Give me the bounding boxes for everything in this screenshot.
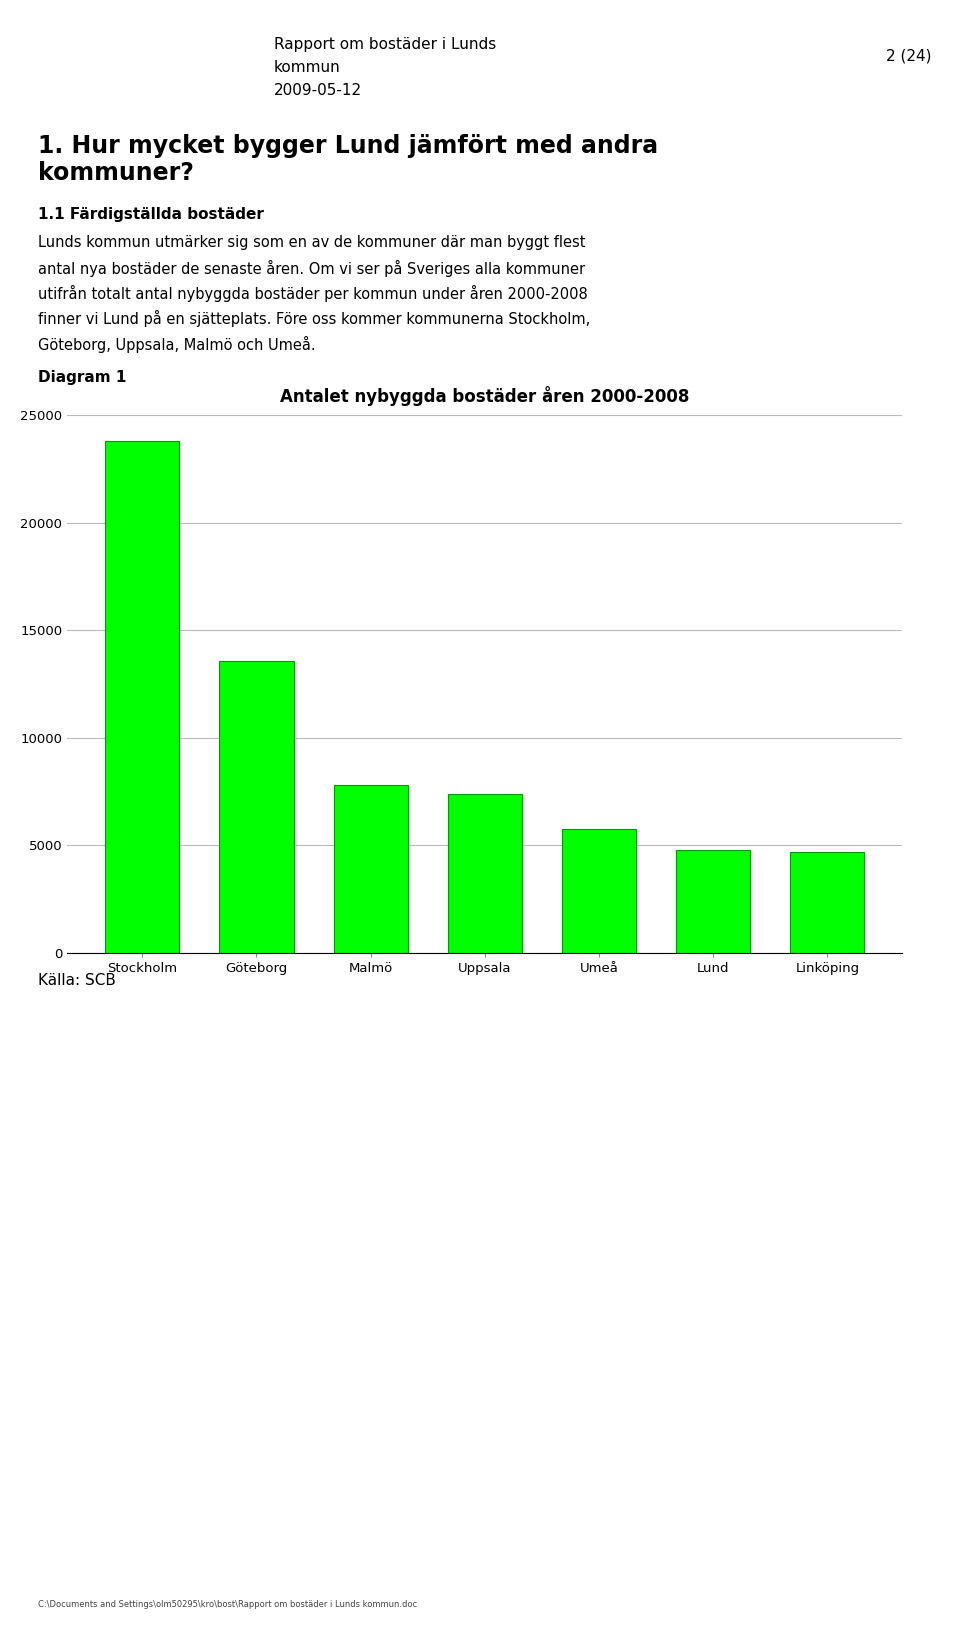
- Text: Rapport om bostäder i Lunds: Rapport om bostäder i Lunds: [274, 37, 496, 52]
- Text: Källa: SCB: Källa: SCB: [38, 973, 116, 987]
- Text: C:\Documents and Settings\olm50295\kro\bost\Rapport om bostäder i Lunds kommun.d: C:\Documents and Settings\olm50295\kro\b…: [38, 1600, 418, 1609]
- Bar: [676, 850, 751, 953]
- Text: 2009-05-12: 2009-05-12: [274, 83, 362, 98]
- Text: kommun: kommun: [274, 60, 341, 75]
- Text: Diagram 1: Diagram 1: [38, 370, 127, 384]
- Text: 1.1 Färdigställda bostäder: 1.1 Färdigställda bostäder: [38, 207, 264, 222]
- Text: 1. Hur mycket bygger Lund jämfört med andra: 1. Hur mycket bygger Lund jämfört med an…: [38, 134, 659, 158]
- Text: kommuner?: kommuner?: [38, 161, 194, 186]
- Bar: [106, 441, 180, 953]
- Title: Antalet nybyggda bostäder åren 2000-2008: Antalet nybyggda bostäder åren 2000-2008: [280, 386, 689, 406]
- Bar: [790, 852, 864, 953]
- Bar: [447, 793, 522, 953]
- Bar: [562, 829, 636, 953]
- Bar: [219, 660, 294, 953]
- Text: Göteborg, Uppsala, Malmö och Umeå.: Göteborg, Uppsala, Malmö och Umeå.: [38, 336, 316, 352]
- Bar: [333, 785, 408, 953]
- Text: finner vi Lund på en sjätteplats. Före oss kommer kommunerna Stockholm,: finner vi Lund på en sjätteplats. Före o…: [38, 310, 590, 327]
- Text: antal nya bostäder de senaste åren. Om vi ser på Sveriges alla kommuner: antal nya bostäder de senaste åren. Om v…: [38, 259, 586, 277]
- Text: 2 (24): 2 (24): [886, 49, 931, 64]
- Text: Lunds kommun utmärker sig som en av de kommuner där man byggt flest: Lunds kommun utmärker sig som en av de k…: [38, 235, 586, 249]
- Text: utifrån totalt antal nybyggda bostäder per kommun under åren 2000-2008: utifrån totalt antal nybyggda bostäder p…: [38, 285, 588, 301]
